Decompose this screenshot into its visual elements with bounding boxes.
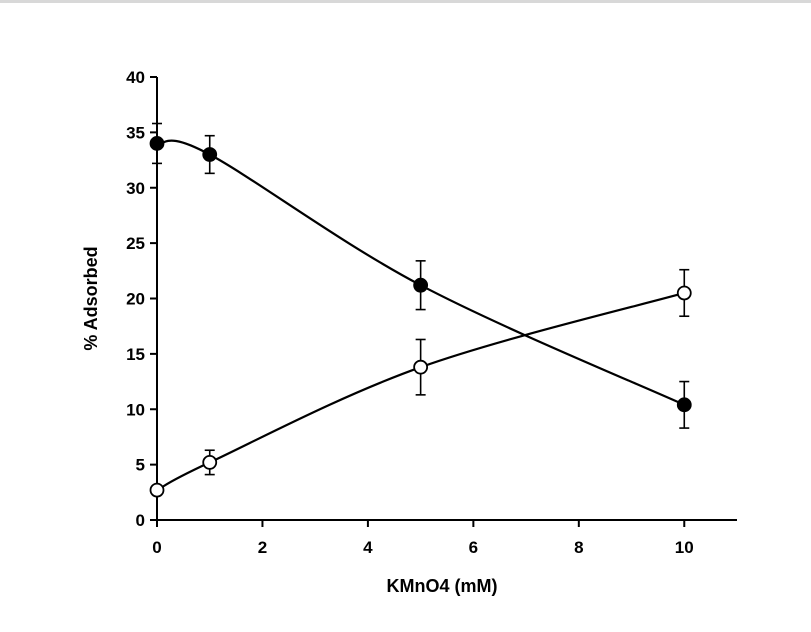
y-tick-label: 20 <box>126 290 145 309</box>
series-open-circles <box>149 268 692 498</box>
y-tick-label: 40 <box>126 68 145 87</box>
series-filled-circles <box>149 122 692 429</box>
series-line <box>156 291 685 492</box>
y-ticks: 0 5 10 15 20 25 30 35 40 <box>126 68 157 530</box>
y-tick-label: 25 <box>126 234 145 253</box>
data-point <box>413 359 429 375</box>
data-point <box>149 482 165 498</box>
top-border <box>0 0 811 3</box>
y-tick-label: 5 <box>136 456 145 475</box>
series-line <box>156 139 685 406</box>
series-layer <box>149 122 692 498</box>
x-axis-title: KMnO4 (mM) <box>387 576 498 596</box>
y-tick-label: 30 <box>126 179 145 198</box>
x-tick-label: 4 <box>363 538 373 557</box>
y-tick-label: 0 <box>136 511 145 530</box>
data-point <box>202 455 218 470</box>
y-tick-label: 15 <box>126 345 145 364</box>
x-tick-label: 0 <box>152 538 161 557</box>
x-tick-label: 6 <box>469 538 478 557</box>
x-tick-label: 10 <box>675 538 694 557</box>
x-ticks: 0 2 4 6 8 10 <box>152 520 694 557</box>
x-tick-label: 2 <box>258 538 267 557</box>
x-tick-label: 8 <box>574 538 583 557</box>
y-axis-title: % Adsorbed <box>81 246 101 350</box>
data-point <box>413 277 429 293</box>
data-point <box>149 136 165 151</box>
data-point <box>202 147 218 162</box>
data-point <box>676 285 692 301</box>
y-tick-label: 10 <box>126 400 145 419</box>
data-point <box>676 397 692 413</box>
y-tick-label: 35 <box>126 123 145 142</box>
